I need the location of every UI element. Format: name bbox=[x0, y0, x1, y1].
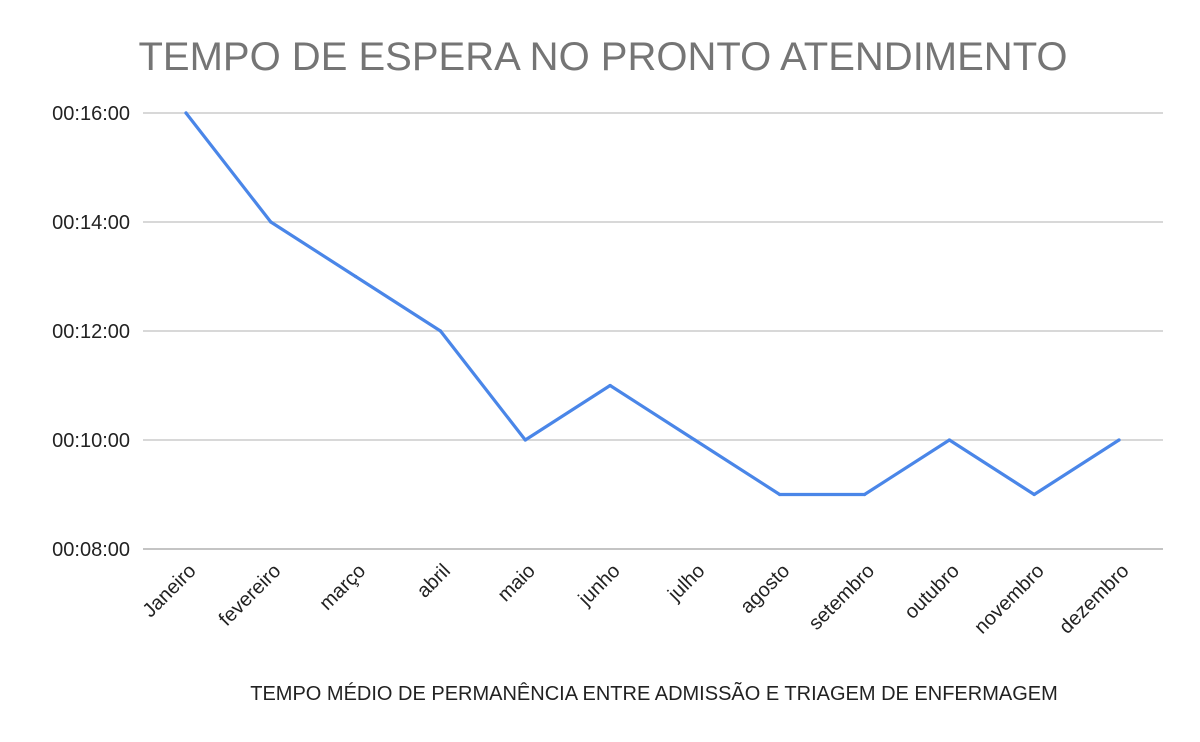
x-tick-label: fevereiro bbox=[215, 560, 286, 631]
x-tick-label: novembro bbox=[970, 560, 1048, 638]
x-tick-label: Janeiro bbox=[139, 560, 201, 622]
x-tick-label: julho bbox=[663, 560, 709, 606]
data-point-junho bbox=[608, 383, 612, 388]
y-tick-label: 00:08:00 bbox=[52, 539, 130, 561]
data-point-abril bbox=[438, 329, 443, 333]
y-axis-tick-labels: 00:08:00 00:10:00 00:12:00 00:14:00 00:16:00 bbox=[52, 103, 130, 561]
x-tick-label: outubro bbox=[900, 560, 964, 624]
data-point-janeiro bbox=[184, 111, 188, 115]
x-tick-label: março bbox=[315, 560, 370, 615]
series-line bbox=[184, 111, 1121, 497]
data-point-agosto bbox=[778, 492, 782, 497]
x-axis-title: TEMPO MÉDIO DE PERMANÊNCIA ENTRE ADMISSÃ… bbox=[250, 681, 1058, 705]
y-tick-label: 00:12:00 bbox=[52, 321, 130, 343]
data-point-setembro bbox=[862, 492, 867, 497]
data-point-dezembro bbox=[1117, 438, 1121, 442]
x-tick-label: maio bbox=[494, 560, 540, 606]
data-point-março bbox=[354, 274, 358, 279]
data-point-novembro bbox=[1032, 492, 1036, 497]
y-tick-label: 00:14:00 bbox=[52, 212, 130, 234]
x-tick-label: abril bbox=[413, 560, 455, 602]
x-tick-label: dezembro bbox=[1055, 560, 1133, 638]
data-point-fevereiro bbox=[269, 220, 273, 224]
data-point-outubro bbox=[947, 438, 951, 442]
y-tick-label: 00:10:00 bbox=[52, 430, 130, 452]
x-tick-label: junho bbox=[574, 560, 625, 611]
data-point-maio bbox=[523, 438, 527, 442]
y-tick-label: 00:16:00 bbox=[52, 103, 130, 125]
gridlines bbox=[143, 112, 1163, 550]
x-tick-label: agosto bbox=[736, 560, 794, 618]
chart-title: TEMPO DE ESPERA NO PRONTO ATENDIMENTO bbox=[138, 35, 1067, 79]
data-point-julho bbox=[693, 438, 697, 442]
x-tick-label: setembro bbox=[805, 560, 880, 635]
x-axis-tick-labels: Janeiro fevereiro março abril maio junho julho… bbox=[139, 560, 1134, 638]
series-layer bbox=[184, 111, 1121, 497]
